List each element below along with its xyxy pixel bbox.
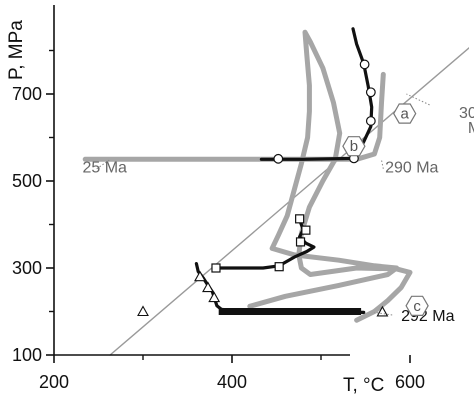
y-tick-label: 300 — [12, 258, 42, 278]
y-tick-label: 500 — [12, 171, 42, 191]
triangle-marker — [137, 305, 149, 317]
hexagon-label-c — [405, 295, 429, 316]
hexagon-label-a — [393, 103, 417, 124]
square-marker — [301, 225, 311, 235]
annotation-label: 290 Ma — [385, 159, 438, 176]
series-path-black-path-open-squares — [212, 220, 316, 270]
annotation-leader — [406, 93, 430, 106]
series-path-gray-thick-path — [82, 71, 386, 162]
square-marker — [274, 262, 284, 272]
square-marker — [295, 214, 305, 224]
series-path-gray-thin-line — [109, 47, 469, 356]
x-tick-label: 400 — [217, 372, 247, 392]
annotation-label: 25 Ma — [82, 159, 127, 176]
triangle-marker — [202, 281, 214, 293]
annotation-label: Ma — [468, 120, 474, 137]
circle-marker — [359, 59, 370, 70]
y-tick-label: 700 — [12, 84, 42, 104]
square-marker — [211, 263, 221, 273]
y-axis-label: P, MPa — [6, 20, 27, 80]
hexagon-text-a: a — [400, 106, 409, 123]
triangle-marker — [208, 291, 221, 303]
annotation-leader — [381, 160, 384, 169]
x-tick-label: 600 — [395, 372, 425, 392]
annotation-leader — [96, 159, 110, 170]
circle-marker — [273, 153, 284, 164]
circle-marker — [365, 116, 376, 126]
x-axis-label: T, °C — [343, 375, 384, 396]
triangle-marker — [194, 270, 206, 282]
annotation-label: 300±10 — [459, 105, 474, 122]
series-path-gray-thick-loop — [247, 29, 413, 323]
x-tick-label: 200 — [39, 372, 69, 392]
hexagon-text-c: c — [413, 298, 421, 315]
y-tick-label: 100 — [12, 345, 42, 365]
hexagon-label-b — [342, 136, 366, 157]
series-layer — [82, 27, 469, 356]
circle-marker — [365, 87, 376, 98]
annotation-leader — [374, 311, 393, 316]
hexagon-text-b: b — [350, 138, 358, 155]
axes-layer: 200 400 600 100 300 500 700 — [12, 5, 425, 392]
square-marker — [295, 237, 306, 247]
